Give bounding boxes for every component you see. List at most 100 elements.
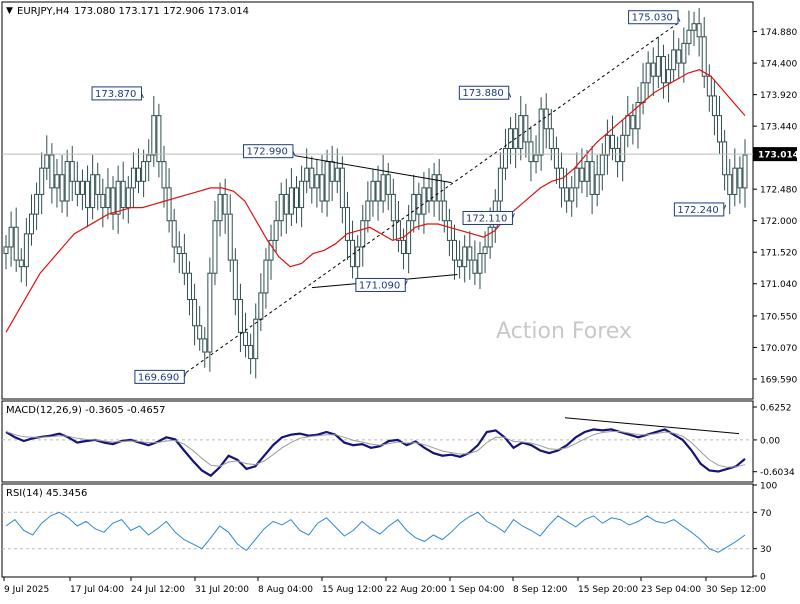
macd-layer: [2, 417, 753, 478]
price-y-tick-label: 172.000: [760, 217, 797, 227]
price-bar-body: [324, 161, 330, 202]
price-layer: 173.870 172.990 169.690 171.090 173.880 172.1…: [2, 7, 753, 384]
annotation-label: 173.880: [462, 88, 503, 99]
price-y-tick-label: 174.880: [760, 28, 797, 38]
price-bar-body: [671, 49, 677, 71]
price-bar-body: [406, 220, 412, 255]
price-bar-body: [319, 174, 325, 202]
price-bar-body: [390, 193, 396, 222]
annotation-leader: [140, 93, 144, 99]
rsi-layer: [2, 511, 753, 553]
price-bar-body: [278, 193, 284, 222]
annotation-leader: [677, 17, 681, 22]
price-bar-body: [34, 193, 40, 215]
price-bar-body: [620, 134, 626, 163]
price-bar-body: [370, 180, 376, 202]
price-bar-body: [90, 174, 96, 209]
price-bar-body: [706, 75, 712, 97]
price-bar-body: [237, 299, 243, 333]
macd-y-tick-label: -0.6034: [760, 468, 795, 478]
current-price-badge: [753, 147, 797, 162]
price-bar-body: [334, 167, 340, 182]
price-bar-body: [350, 239, 356, 268]
price-bar-body: [79, 180, 85, 195]
price-bar-body: [625, 115, 631, 136]
axis-layer: 174.880174.400173.920173.440172.960172.4…: [3, 28, 799, 595]
price-bar-body: [100, 193, 106, 209]
rsi-panel-frame: [1, 483, 754, 578]
macd-y-tick-label: 0.6252: [760, 403, 792, 413]
annotation-leader: [183, 372, 187, 378]
price-bar-body: [742, 154, 748, 189]
ohlc-header: 173.080 173.171 172.906 173.014: [74, 6, 249, 17]
price-bar-body: [125, 187, 131, 209]
price-bar-body: [120, 180, 126, 209]
price-bar-body: [288, 187, 294, 215]
price-bar-body: [146, 154, 152, 163]
price-bar-body: [579, 167, 585, 182]
annotation-label: 175.030: [632, 13, 673, 24]
price-bar-body: [299, 180, 305, 209]
price-bar-body: [181, 253, 187, 274]
price-bar-body: [446, 220, 452, 241]
price-bar-body: [95, 174, 101, 195]
price-bar-body: [248, 344, 254, 360]
price-bar-body: [482, 246, 488, 255]
price-bar-body: [727, 174, 733, 195]
price-bar-body: [130, 167, 136, 189]
macd-header: MACD(12,26,9) -0.3605 -0.4657: [6, 405, 166, 416]
price-bar-body: [197, 325, 203, 340]
price-bar-body: [18, 259, 24, 268]
price-bar-body: [518, 115, 524, 149]
price-bar-body: [283, 193, 289, 215]
price-bar-body: [273, 220, 279, 241]
price-bar-body: [186, 272, 192, 301]
price-bar-body: [294, 187, 300, 209]
price-bar-body: [365, 200, 371, 222]
price-bar-body: [401, 239, 407, 255]
annotation-leader: [292, 150, 296, 156]
price-bar-body: [681, 42, 687, 64]
price-bar-body: [711, 95, 717, 117]
price-bar-body: [594, 174, 600, 195]
rsi-header: RSI(14) 45.3456: [6, 488, 87, 499]
price-bar-body: [416, 193, 422, 215]
watermark: Action Forex: [496, 319, 632, 344]
price-bar-body: [548, 128, 554, 149]
price-bar-body: [717, 115, 723, 143]
price-bar-body: [676, 49, 682, 64]
price-bar-body: [151, 115, 157, 156]
price-bar-body: [645, 62, 651, 84]
price-bar-body: [599, 154, 605, 176]
x-tick-label: 15 Sep 20:00: [578, 585, 638, 595]
price-bar-body: [553, 147, 559, 169]
x-tick-label: 17 Jul 04:00: [70, 585, 124, 595]
price-bar-body: [523, 115, 529, 143]
channel-trendline-dashed: [186, 21, 681, 373]
triangle-upper-line: [294, 155, 452, 184]
price-bar-body: [166, 187, 172, 222]
price-y-tick-label: 171.040: [760, 280, 797, 290]
price-bar-body: [533, 154, 539, 163]
price-bar-body: [136, 167, 142, 182]
price-bar-body: [253, 318, 259, 360]
price-bar-body: [666, 69, 672, 84]
price-bar-body: [584, 161, 590, 182]
price-bar-body: [263, 259, 269, 294]
price-bar-body: [426, 187, 432, 202]
price-bar-body: [609, 134, 615, 149]
price-bar-body: [467, 246, 473, 261]
annotation-label: 169.690: [138, 372, 179, 383]
price-bar-body: [105, 187, 111, 209]
price-bar-body: [722, 141, 728, 176]
price-bar-body: [569, 187, 575, 202]
price-bar-body: [421, 187, 427, 215]
price-bar-body: [564, 187, 570, 202]
rsi-line: [5, 511, 746, 553]
macd-signal-line: [5, 431, 746, 468]
x-tick-label: 15 Aug 12:00: [322, 585, 383, 595]
price-bar-body: [192, 299, 198, 327]
price-y-tick-label: 172.480: [760, 186, 797, 196]
price-y-tick-label: 170.550: [760, 312, 797, 322]
